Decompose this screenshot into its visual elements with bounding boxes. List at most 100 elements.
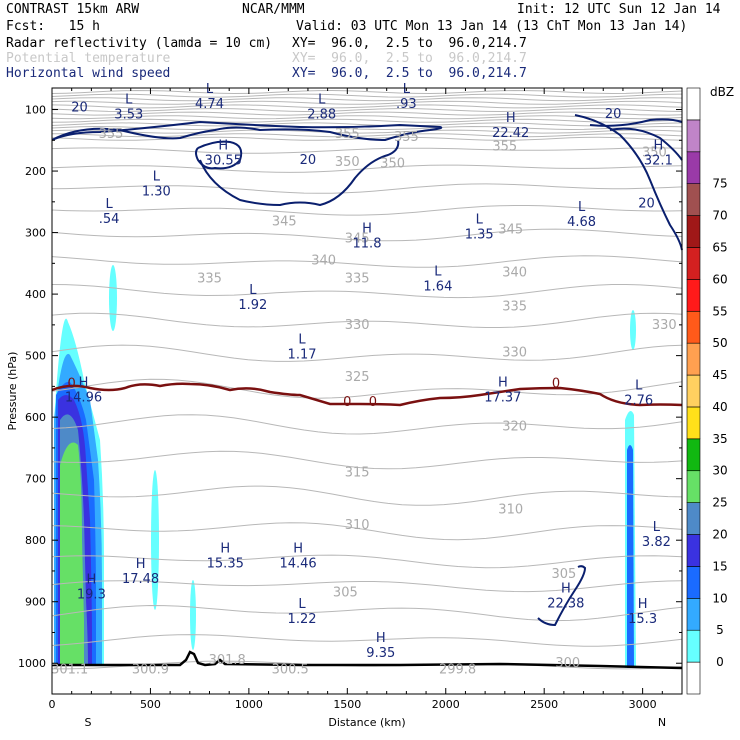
theta-label: 325: [345, 370, 370, 385]
wind-contour-upper-left: [51, 120, 443, 142]
colorbar-label: 75: [712, 177, 727, 191]
high-low-value: 3.82: [642, 535, 671, 550]
refl-cell-30-main: [60, 442, 84, 665]
high-low-value: 22.42: [492, 126, 529, 141]
theta-contour: [51, 205, 683, 216]
high-low-value: 32.1: [644, 154, 673, 169]
colorbar-label: 30: [712, 464, 727, 478]
colorbar-swatch: [686, 183, 701, 216]
high-low-marker: H: [362, 222, 372, 237]
theta-label: 310: [498, 502, 523, 517]
theta-contour-upper: [51, 122, 683, 127]
high-low-value: 9.35: [366, 646, 395, 661]
high-low-value: .54: [99, 212, 120, 227]
colorbar-swatch: [686, 310, 701, 344]
wind-contour-north: [574, 114, 683, 251]
high-low-marker: L: [635, 379, 643, 394]
theta-label: 315: [345, 466, 370, 481]
colorbar-label: 45: [712, 368, 727, 382]
y-axis-label: Pressure (hPa): [6, 352, 19, 431]
theta-contour: [51, 255, 683, 268]
colorbar-label: 5: [716, 623, 724, 637]
colorbar-swatch: [686, 119, 701, 153]
theta-contour: [51, 634, 683, 647]
colorbar-label: 20: [712, 528, 727, 542]
high-low-value: 3.53: [114, 107, 143, 122]
colorbar-swatch: [686, 374, 701, 408]
high-low-value: 14.46: [279, 557, 316, 572]
zero-isotherm-label: 0: [343, 395, 351, 410]
wind-contour-label: 20: [638, 197, 655, 212]
colorbar-swatch: [686, 629, 701, 663]
theta-contour: [51, 164, 683, 173]
y-tick-label: 300: [25, 227, 46, 240]
reflectivity-shading: [54, 265, 636, 668]
colorbar-swatch: [686, 215, 701, 248]
high-low-value: .93: [396, 97, 417, 112]
zero-isotherm-label: 0: [369, 395, 377, 410]
high-low-marker: H: [293, 542, 303, 557]
high-low-marker: L: [476, 212, 484, 227]
theta-contour: [51, 450, 683, 470]
wind-contour-20-jet: [199, 139, 400, 207]
theta-label: 355: [99, 127, 124, 142]
wind-contour-label: 20: [605, 107, 622, 122]
high-low-value: 15.3: [628, 612, 657, 627]
theta-contour: [51, 378, 683, 399]
model-title: CONTRAST 15km ARW: [6, 2, 140, 17]
zero-isotherm-line: [51, 382, 683, 407]
x-tick-label: 3000: [629, 698, 657, 711]
field-name-reflectivity: Radar reflectivity (lamda = 10 cm): [6, 36, 273, 51]
y-tick-label: 200: [25, 165, 46, 178]
theta-label: 301.1: [51, 662, 88, 677]
high-low-value: 17.37: [484, 390, 521, 405]
colorbar-swatch: [686, 247, 701, 280]
high-low-value: 4.74: [195, 97, 224, 112]
field-xy-wind: XY= 96.0, 2.5 to 96.0,214.7: [292, 66, 527, 81]
theta-label: 299.8: [439, 662, 476, 677]
zero-isotherm-label: 0: [552, 376, 560, 391]
theta-label: 320: [502, 419, 527, 434]
theta-label: 350: [335, 155, 360, 170]
high-low-value: 19.3: [77, 587, 106, 602]
high-low-value: 1.22: [288, 612, 317, 627]
high-low-marker: H: [561, 582, 571, 597]
colorbar-swatch: [686, 566, 701, 599]
high-low-marker: L: [298, 597, 306, 612]
high-low-marker: L: [653, 520, 661, 535]
y-tick-label: 500: [25, 350, 46, 363]
colorbar-swatch: [686, 598, 701, 631]
theta-contour: [51, 284, 683, 299]
theta-label: 305: [551, 567, 576, 582]
wind-contour-label: 20: [300, 153, 317, 168]
high-low-value: 15.35: [207, 557, 244, 572]
colorbar-label: 35: [712, 432, 727, 446]
theta-contour-upper: [51, 104, 683, 109]
refl-cell-5-upper: [109, 265, 117, 331]
theta-label: 345: [272, 215, 297, 230]
colorbar-swatch: [686, 87, 701, 121]
theta-label: 300.9: [132, 662, 169, 677]
theta-contour: [51, 147, 683, 154]
high-low-marker: L: [249, 283, 257, 298]
high-low-marker: H: [136, 557, 146, 572]
colorbar-label: 10: [712, 591, 727, 605]
refl-cell-5-nupper: [630, 310, 636, 350]
y-tick-label: 1000: [18, 657, 46, 670]
x-axis-north-label: N: [658, 716, 666, 729]
refl-cell-5-low: [190, 580, 196, 650]
theta-label: 355: [335, 127, 360, 142]
theta-label: 300: [555, 656, 580, 671]
theta-label: 355: [394, 130, 419, 145]
colorbar-label: 60: [712, 272, 727, 286]
theta-label: 335: [197, 272, 222, 287]
high-low-value: 2.88: [307, 107, 336, 122]
high-low-value: 1.64: [423, 280, 452, 295]
theta-label: 335: [345, 272, 370, 287]
colorbar-swatch: [686, 534, 701, 567]
theta-contour-upper: [51, 107, 683, 113]
theta-label: 345: [345, 232, 370, 247]
x-tick-label: 0: [49, 698, 56, 711]
